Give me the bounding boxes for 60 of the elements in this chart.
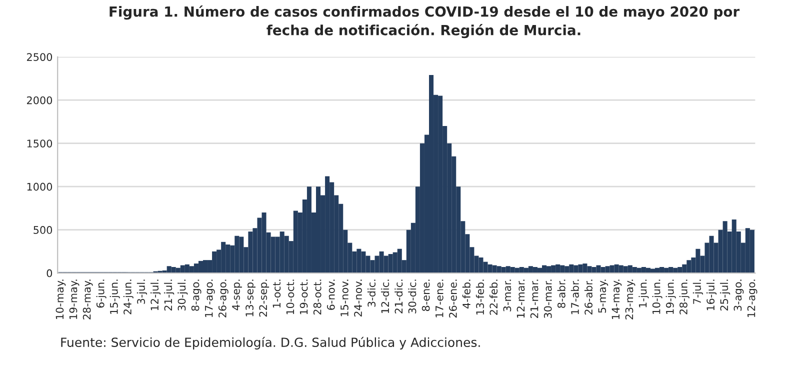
y-tick-label: 500 bbox=[34, 226, 52, 234]
x-tick-label: 16-jul. bbox=[706, 280, 717, 310]
x-tick-label: 26-ago. bbox=[218, 280, 228, 318]
x-tick-label: 8-ago. bbox=[191, 280, 202, 311]
x-tick-label: 10-may. bbox=[56, 280, 66, 319]
x-tick-label: 8-ene. bbox=[422, 280, 430, 312]
x-tick-label: 24-nov. bbox=[354, 280, 362, 316]
x-tick-label: 4-feb. bbox=[462, 280, 470, 308]
y-tick-label: 1500 bbox=[27, 140, 52, 148]
x-tick-label: 6-jun. bbox=[96, 280, 106, 308]
x-tick-label: 30-mar. bbox=[544, 280, 552, 318]
x-tick-label: 7-jul. bbox=[692, 280, 703, 304]
x-tick-label: 3-dic. bbox=[367, 280, 376, 307]
x-tick-label: 10-oct. bbox=[286, 280, 294, 314]
x-tick-label: 3-jul. bbox=[136, 280, 148, 304]
source-note: Fuente: Servicio de Epidemiología. D.G. Salud Pública y Adicciones. bbox=[61, 336, 480, 350]
x-tick-label: 23-may. bbox=[625, 280, 636, 320]
x-tick-label: 17-abr. bbox=[570, 280, 579, 314]
x-tick-label: 14-may. bbox=[612, 280, 622, 319]
x-tick-label: 1-oct. bbox=[272, 280, 281, 308]
x-tick-label: 10-jun. bbox=[652, 280, 662, 314]
y-tick-label: 1000 bbox=[27, 182, 52, 191]
x-tick-label: 17-ago. bbox=[205, 280, 215, 317]
x-tick-label: 6-nov. bbox=[326, 280, 335, 310]
x-tick-label: 4-sep. bbox=[232, 280, 242, 310]
x-tick-label: 21-jul. bbox=[164, 280, 174, 311]
x-tick-label: 12-jul. bbox=[150, 280, 161, 310]
x-tick-label: 19-oct. bbox=[300, 280, 308, 314]
x-tick-label: 8-abr. bbox=[557, 280, 566, 308]
chart-title: Figura 1. Número de casos confirmados COVID-19 desde el 10 de mayo 2020 por fecha de notificación. Región de Murcia. bbox=[110, 6, 740, 38]
x-tick-label: 17-ene. bbox=[436, 280, 444, 318]
x-tick-label: 19-jun. bbox=[666, 280, 676, 314]
x-tick-label: 13-sep. bbox=[246, 280, 256, 316]
x-tick-label: 22-feb. bbox=[490, 280, 498, 315]
x-tick-label: 19-may. bbox=[69, 280, 80, 319]
y-tick-label: 2500 bbox=[26, 53, 52, 61]
x-tick-label: 15-nov. bbox=[340, 280, 348, 316]
x-tick-label: 12-dic. bbox=[381, 280, 390, 314]
x-tick-label: 24-jun. bbox=[123, 280, 134, 314]
x-tick-label: 28-may. bbox=[82, 280, 93, 320]
x-tick-label: 5-may. bbox=[598, 280, 608, 313]
x-tick-label: 12-mar. bbox=[516, 280, 525, 318]
x-tick-label: 3-ago. bbox=[734, 280, 744, 311]
x-tick-label: 13-feb. bbox=[476, 280, 484, 314]
x-tick-label: 28-oct. bbox=[313, 280, 322, 315]
y-tick-label: 2000 bbox=[26, 96, 52, 104]
x-tick-label: 1-jun. bbox=[638, 280, 649, 308]
x-tick-label: 30-dic. bbox=[408, 280, 416, 314]
x-tick-label: 3-mar. bbox=[503, 280, 512, 312]
x-tick-label: 30-jul. bbox=[178, 280, 188, 311]
x-tick-label: 26-abr. bbox=[584, 280, 592, 314]
y-tick-label: 0 bbox=[46, 269, 52, 278]
x-tick-label: 21-mar. bbox=[530, 280, 538, 318]
x-tick-label: 28-jun. bbox=[679, 280, 690, 314]
x-tick-label: 15-jun. bbox=[110, 280, 120, 314]
x-tick-label: 21-dic. bbox=[394, 280, 403, 314]
x-tick-label: 26-ene. bbox=[449, 280, 457, 318]
x-tick-label: 12-ago. bbox=[747, 280, 758, 317]
x-tick-label: 22-sep. bbox=[259, 280, 270, 317]
x-tick-label: 25-jul. bbox=[720, 280, 730, 311]
